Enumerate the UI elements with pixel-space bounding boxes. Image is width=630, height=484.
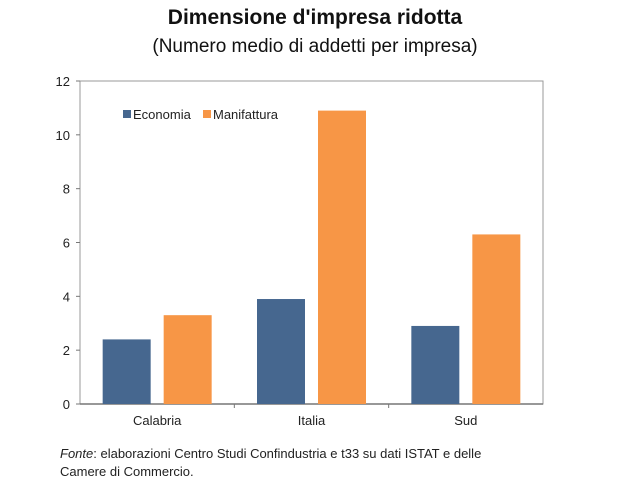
bar-economia-italia <box>257 299 305 404</box>
x-tick-label: Sud <box>454 413 477 428</box>
legend-swatch-manifattura <box>203 110 211 118</box>
legend-label-economia: Economia <box>133 107 192 122</box>
chart-subtitle: (Numero medio di addetti per impresa) <box>152 36 478 57</box>
legend-swatch-economia <box>123 110 131 118</box>
bar-chart: 0 2 4 6 8 10 12 Calabria Italia Sud Economia Manifa… <box>56 74 544 428</box>
bar-manifattura-italia <box>318 110 366 404</box>
y-tick-label: 6 <box>63 236 70 251</box>
source-label: Fonte <box>60 446 94 461</box>
legend-label-manifattura: Manifattura <box>213 107 279 122</box>
y-tick-label: 2 <box>63 343 70 358</box>
bar-economia-calabria <box>102 339 151 404</box>
y-tick-label: 12 <box>56 74 70 89</box>
x-tick-label: Calabria <box>133 413 182 428</box>
y-tick-label: 0 <box>63 397 70 412</box>
x-tick-label: Italia <box>298 413 326 428</box>
y-tick-label: 10 <box>56 128 70 143</box>
y-tick-label: 4 <box>63 289 70 304</box>
bar-economia-sud <box>411 325 460 404</box>
source-text: : elaborazioni Centro Studi Confindustri… <box>60 446 482 479</box>
source-note: Fonte: elaborazioni Centro Studi Confind… <box>60 445 520 481</box>
y-tick-label: 8 <box>63 182 70 197</box>
bar-manifattura-calabria <box>163 315 212 404</box>
bar-manifattura-sud <box>472 234 521 404</box>
chart-title: Dimensione d'impresa ridotta <box>167 6 463 29</box>
